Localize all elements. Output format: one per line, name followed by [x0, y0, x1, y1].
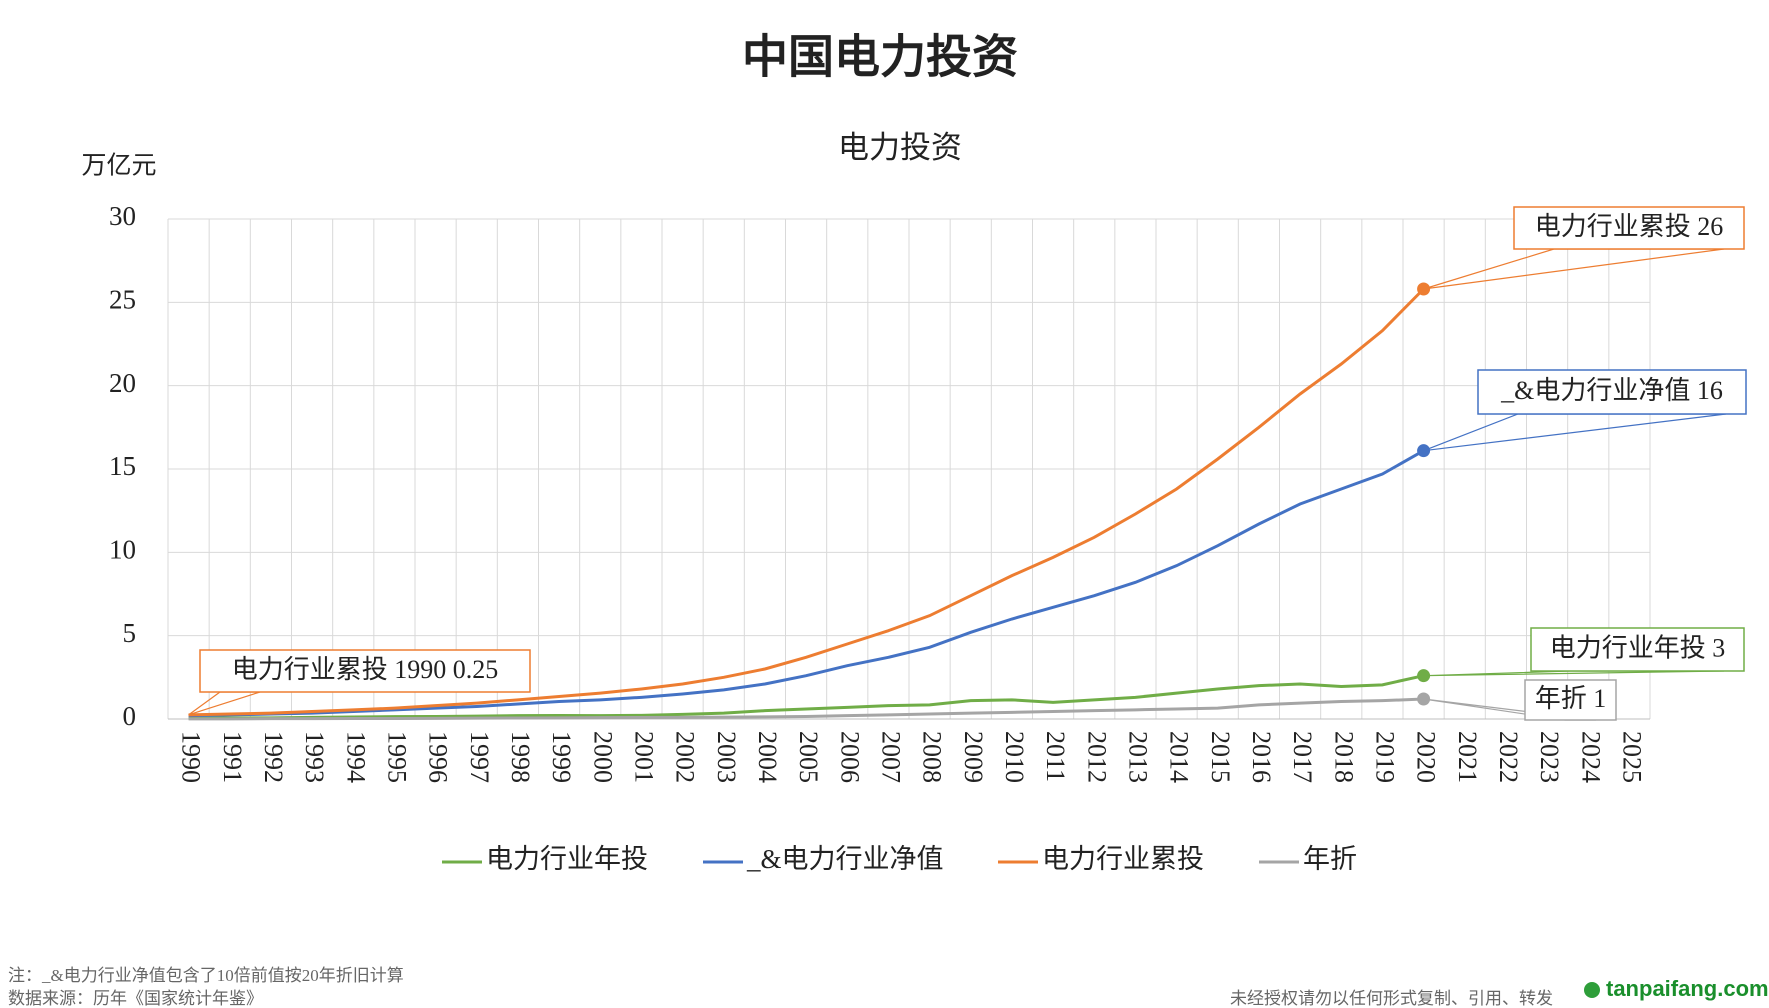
y-tick-label: 25: [109, 285, 136, 315]
x-tick-label: 1995: [382, 731, 411, 783]
x-tick-label: 2004: [753, 731, 782, 783]
x-tick-label: 2001: [629, 731, 658, 783]
callout-box: [1513, 206, 1745, 250]
x-tick-label: 1999: [547, 731, 576, 783]
callout-box: [1530, 627, 1745, 672]
callout-leader: [1423, 248, 1725, 290]
callout-box: [199, 649, 531, 693]
x-tick-label: 2000: [588, 731, 617, 783]
x-tick-label: 2017: [1288, 731, 1317, 783]
x-tick-label: 2003: [712, 731, 741, 783]
callout-leader: [188, 691, 261, 716]
x-tick-label: 2024: [1576, 731, 1605, 783]
x-tick-label: 2010: [1000, 731, 1029, 783]
footnote: 注：_&电力行业净值包含了10倍前值按20年折旧计算: [8, 966, 404, 985]
callout-box: [1524, 679, 1617, 721]
legend-label: 电力行业年投: [486, 844, 648, 874]
y-tick-label: 10: [109, 535, 136, 565]
legend-label: 年折: [1303, 844, 1357, 874]
x-tick-label: 1998: [506, 731, 535, 783]
x-tick-label: 1992: [259, 731, 288, 783]
callout-leader: [1423, 413, 1727, 452]
x-tick-label: 1991: [218, 731, 247, 783]
chart-subtitle: 电力投资: [838, 130, 962, 165]
x-tick-label: 1994: [341, 731, 370, 783]
series-line: [188, 674, 1424, 720]
series-line: [188, 449, 1425, 718]
x-tick-label: 2009: [959, 731, 988, 783]
x-tick-label: 2022: [1494, 731, 1523, 783]
x-tick-label: 2018: [1329, 731, 1358, 783]
y-tick-label: 0: [123, 701, 137, 731]
y-tick-label: 30: [109, 201, 136, 231]
y-tick-label: 20: [109, 368, 136, 398]
callout-label: 电力行业累投 26: [1535, 212, 1724, 241]
x-tick-label: 2011: [1041, 731, 1070, 782]
y-axis-label: 万亿元: [81, 152, 156, 180]
chart-title: 中国电力投资: [742, 32, 1018, 83]
copyright: 未经授权请勿以任何形式复制、引用、转发: [1230, 989, 1553, 1008]
callout-label: 年折 1: [1535, 684, 1607, 713]
series-line: [188, 287, 1425, 717]
x-tick-label: 2013: [1123, 731, 1152, 783]
x-tick-label: 2025: [1617, 731, 1646, 783]
callout-label: _&电力行业净值 16: [1500, 376, 1723, 405]
legend-label: _&电力行业净值: [746, 844, 944, 874]
x-tick-label: 2008: [918, 731, 947, 783]
end-marker: [1417, 669, 1431, 683]
callout-label: 电力行业年投 3: [1550, 633, 1726, 662]
logo: tanpaifang.com: [1606, 976, 1769, 1001]
x-tick-label: 1990: [177, 731, 206, 783]
x-tick-label: 2016: [1247, 731, 1276, 783]
x-tick-label: 2005: [794, 731, 823, 783]
legend-label: 电力行业累投: [1042, 844, 1204, 874]
x-tick-label: 2023: [1535, 731, 1564, 783]
end-marker: [1417, 692, 1431, 706]
x-tick-label: 2015: [1206, 731, 1235, 783]
x-tick-label: 2002: [671, 731, 700, 783]
callout-label: 电力行业累投 1990 0.25: [232, 655, 499, 684]
end-marker: [1417, 282, 1431, 296]
x-tick-label: 1997: [465, 731, 494, 783]
x-tick-label: 2007: [876, 731, 905, 783]
x-tick-label: 1993: [300, 731, 329, 783]
x-tick-label: 2006: [835, 731, 864, 783]
x-tick-label: 2014: [1165, 731, 1194, 783]
x-tick-label: 2021: [1453, 731, 1482, 783]
series-line: [188, 697, 1424, 721]
logo-icon: [1584, 982, 1600, 998]
end-marker: [1417, 444, 1431, 458]
x-tick-label: 2019: [1370, 731, 1399, 783]
x-tick-label: 2020: [1412, 731, 1441, 783]
y-tick-label: 15: [109, 451, 136, 481]
footnote: 数据来源：历年《国家统计年鉴》: [8, 989, 263, 1008]
x-tick-label: 2012: [1082, 731, 1111, 783]
callout-box: [1477, 369, 1747, 415]
x-tick-label: 1996: [424, 731, 453, 783]
y-tick-label: 5: [123, 618, 137, 648]
